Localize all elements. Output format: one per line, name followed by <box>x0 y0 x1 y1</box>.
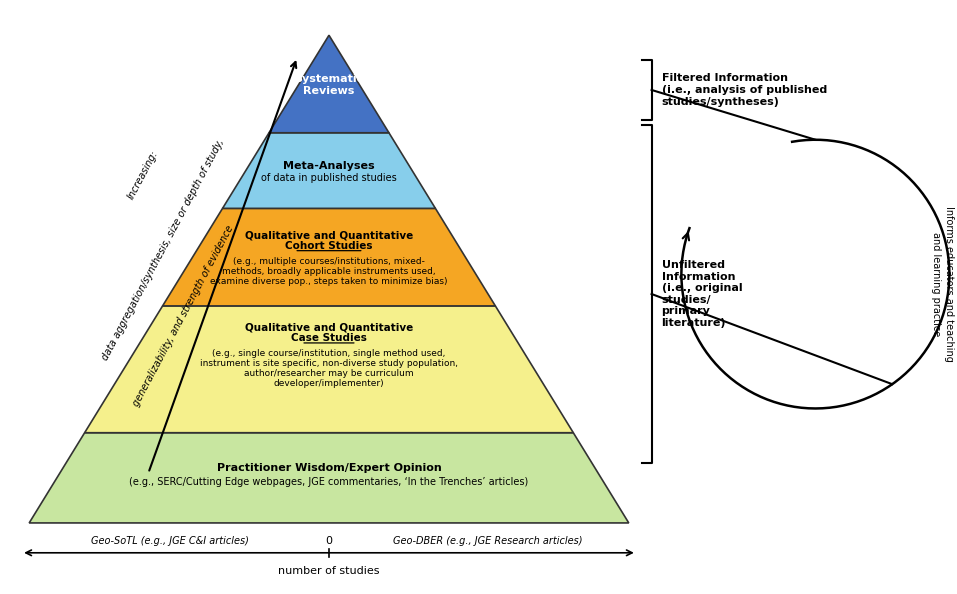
Text: Geo-SoTL (e.g., JGE C&I articles): Geo-SoTL (e.g., JGE C&I articles) <box>91 536 249 546</box>
Text: (e.g., SERC/Cutting Edge webpages, JGE commentaries, ‘In the Trenches’ articles): (e.g., SERC/Cutting Edge webpages, JGE c… <box>129 477 528 487</box>
Polygon shape <box>163 208 496 306</box>
Polygon shape <box>29 432 629 523</box>
Text: number of studies: number of studies <box>278 565 380 576</box>
Text: examine diverse pop., steps taken to minimize bias): examine diverse pop., steps taken to min… <box>211 277 448 286</box>
Polygon shape <box>223 133 435 208</box>
Text: Systematic: Systematic <box>295 74 364 84</box>
Text: 0: 0 <box>325 536 332 546</box>
Polygon shape <box>269 35 389 133</box>
Text: (e.g., single course/institution, single method used,: (e.g., single course/institution, single… <box>212 349 446 358</box>
Text: Unfiltered
Information
(i.e., original
studies/
primary
literature): Unfiltered Information (i.e., original s… <box>661 260 742 328</box>
Text: instrument is site specific, non-diverse study population,: instrument is site specific, non-diverse… <box>200 359 458 368</box>
Text: Informs educators and teaching
and learning practice: Informs educators and teaching and learn… <box>931 206 954 362</box>
Polygon shape <box>84 306 573 432</box>
Text: (e.g., multiple courses/institutions, mixed-: (e.g., multiple courses/institutions, mi… <box>234 257 425 266</box>
Text: generalizability, and strength of evidence: generalizability, and strength of eviden… <box>131 224 235 408</box>
Text: of data in published studies: of data in published studies <box>261 172 397 182</box>
Text: methods, broadly applicable instruments used,: methods, broadly applicable instruments … <box>222 267 435 276</box>
Text: Cohort Studies: Cohort Studies <box>285 241 372 251</box>
Text: Filtered Information
(i.e., analysis of published
studies/syntheses): Filtered Information (i.e., analysis of … <box>661 74 827 106</box>
Text: Geo-DBER (e.g., JGE Research articles): Geo-DBER (e.g., JGE Research articles) <box>393 536 583 546</box>
Text: Qualitative and Quantitative: Qualitative and Quantitative <box>245 230 413 240</box>
Text: data aggregation/synthesis, size or depth of study,: data aggregation/synthesis, size or dept… <box>100 137 226 362</box>
Text: developer/implementer): developer/implementer) <box>274 379 385 388</box>
Text: Meta-Analyses: Meta-Analyses <box>283 160 375 170</box>
Text: Case Studies: Case Studies <box>291 333 367 343</box>
Text: Reviews: Reviews <box>303 86 355 96</box>
Text: Qualitative and Quantitative: Qualitative and Quantitative <box>245 323 413 333</box>
Text: Practitioner Wisdom/Expert Opinion: Practitioner Wisdom/Expert Opinion <box>216 463 441 473</box>
Text: Increasing:: Increasing: <box>126 148 161 201</box>
Text: author/researcher may be curriculum: author/researcher may be curriculum <box>244 369 413 378</box>
